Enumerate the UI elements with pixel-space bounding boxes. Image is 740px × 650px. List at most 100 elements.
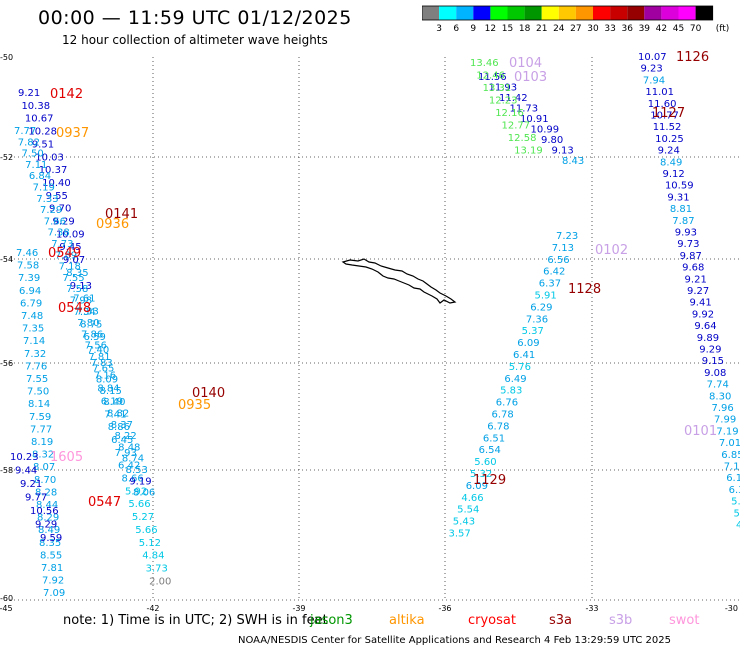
wave-height-value: 9.31 [667,192,689,203]
lat-tick-label: -54 [0,255,13,264]
colorbar-swatch [575,6,593,20]
wave-height-value: 5.60 [474,457,496,468]
wave-height-value: 7.81 [41,563,63,574]
pass-time-label: 1126 [676,50,709,65]
pass-time-label: 1128 [568,282,601,297]
wave-height-value: 7.93 [115,448,137,459]
wave-height-value: 6.09 [517,338,539,349]
wave-height-value: 6.56 [547,255,569,266]
wave-height-value: 5.37 [522,326,544,337]
colorbar-swatch [593,6,611,20]
wave-height-value: 8.82 [107,409,129,420]
wave-height-value: 9.07 [63,255,85,266]
wave-height-value: 6.54 [479,445,501,456]
legend-item-swot: swot [669,613,700,628]
wave-height-value: 4.87 [736,520,740,531]
colorbar-unit: (ft) [716,24,730,34]
wave-height-value: 6.94 [19,286,41,297]
wave-height-value: 8.30 [709,391,731,402]
colorbar-swatch [678,6,696,20]
wave-height-value: 8.49 [660,157,682,168]
wave-height-value: 13.31 [483,83,512,94]
wave-height-value: 8.09 [96,375,118,386]
colorbar-label: 70 [690,24,702,34]
wave-height-value: 12.77 [502,121,531,132]
wave-height-value: 12.16 [495,108,524,119]
credit-line: NOAA/NESDIS Center for Satellite Applica… [238,635,671,646]
wave-height-value: 7.32 [24,349,46,360]
wave-height-value: 6.76 [496,398,518,409]
wave-height-value: 2.00 [149,576,171,587]
wave-height-value: 7.50 [27,387,49,398]
wave-height-value: 7.19 [33,183,55,194]
wave-height-value: 8.29 [37,513,59,524]
wave-height-value: 7.19 [716,426,738,437]
colorbar-swatch [524,6,542,20]
lat-tick-label: -50 [0,53,13,62]
wave-height-value: 5.92 [125,486,147,497]
wave-height-value: 9.73 [677,239,699,250]
wave-height-value: 10.25 [655,134,684,145]
pass-time-label: 0548 [58,301,91,316]
wave-height-value: 9.13 [552,146,574,157]
lon-tick-label: -36 [438,604,451,613]
page-subtitle: 12 hour collection of altimeter wave hei… [62,33,328,47]
wave-height-value: 8.48 [118,442,140,453]
wave-height-value: 6.09 [466,481,488,492]
wave-height-value: 8.07 [33,462,55,473]
wave-height-value: 10.99 [531,125,560,136]
colorbar-swatch [610,6,628,20]
wave-height-value: 8.66 [122,474,144,485]
colorbar-label: 12 [485,24,496,34]
wave-height-value: 7.16 [94,371,116,382]
wave-height-value: 9.64 [694,321,716,332]
wave-height-value: 7.38 [47,228,69,239]
wave-height-value: 8.06 [133,488,155,499]
wave-height-value: 7.13 [552,243,574,254]
wave-height-value: 3.57 [449,529,471,540]
colorbar-label: 36 [621,24,633,34]
colorbar-label: 42 [656,24,667,34]
wave-height-value: 8.19 [31,437,53,448]
wave-height-value: 7.36 [526,314,548,325]
colorbar-label: 39 [639,24,651,34]
wave-height-value: 8.86 [108,422,130,433]
wave-height-value: 6.49 [504,374,526,385]
colorbar-frame [422,5,714,21]
wave-height-value: 6.19 [101,396,123,407]
wave-height-value: 10.37 [39,165,68,176]
wave-height-value: 9.12 [663,169,685,180]
lat-tick-label: -60 [0,594,13,603]
colorbar-swatch [695,6,713,20]
wave-height-value: 9.51 [32,139,54,150]
lon-tick-label: -39 [292,604,305,613]
wave-height-value: 7.86 [81,329,103,340]
wave-height-value: 6.79 [20,298,42,309]
wave-height-value: 9.29 [699,345,721,356]
legend-item-cryosat: cryosat [468,613,516,628]
colorbar-swatch [627,6,645,20]
wave-height-value: 7.61 [73,294,95,305]
wave-height-value: 9.92 [692,309,714,320]
wave-height-value: 10.09 [56,229,85,240]
wave-height-value: 7.39 [18,273,40,284]
colorbar-swatch [507,6,525,20]
wave-height-value: 10.03 [35,152,64,163]
colorbar-label: 45 [673,24,684,34]
wave-height-value: 5.54 [457,505,479,516]
wave-height-value: 11.52 [653,122,682,133]
wave-height-value: 9.89 [697,333,719,344]
wave-height-value: 11.42 [499,93,528,104]
wave-height-value: 7.58 [17,261,39,272]
wave-height-value: 7.01 [719,438,740,449]
wave-height-value: 5.76 [509,362,531,373]
lon-tick-label: -42 [146,604,159,613]
lon-tick-label: -33 [585,604,598,613]
wave-height-value: 7.14 [23,336,45,347]
wave-height-value: 9.87 [680,251,702,262]
wave-height-value: 5.66 [128,499,150,510]
colorbar-swatch [558,6,576,20]
wave-height-value: 7.40 [87,345,109,356]
wave-height-value: 8.75 [80,319,102,330]
wave-height-value: 8.32 [32,450,54,461]
